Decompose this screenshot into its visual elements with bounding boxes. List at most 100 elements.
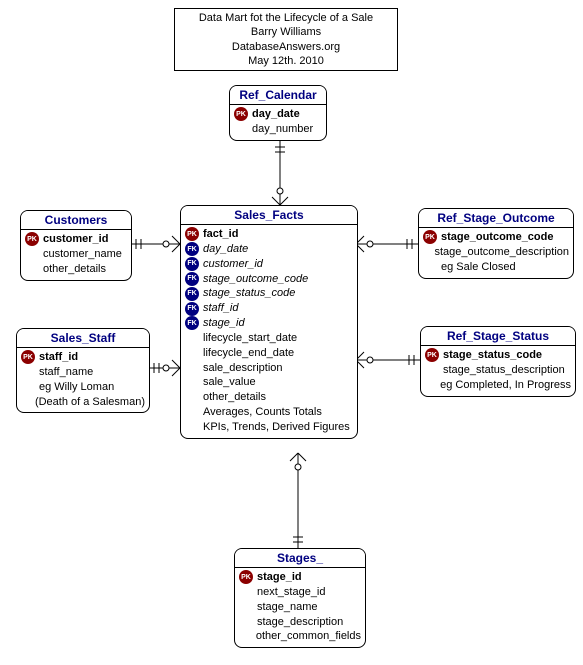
entity-header: Ref_Stage_Outcome (419, 209, 573, 228)
entity-row: eg Sale Closed (423, 260, 569, 275)
field-label: staff_id (203, 301, 238, 316)
title-line4: May 12th. 2010 (181, 54, 391, 68)
field-label: sale_description (203, 361, 283, 376)
entity-row: other_details (185, 390, 353, 405)
entity-body: PKstaff_idstaff_nameeg Willy Loman(Death… (17, 348, 149, 412)
pk-icon: PK (21, 350, 35, 364)
entity-row: PK day_date (234, 107, 322, 122)
fk-icon: FK (185, 257, 199, 271)
entity-row: PK customer_id (25, 232, 127, 247)
entity-row: day_number (234, 122, 322, 137)
entity-row: stage_name (239, 600, 361, 615)
entity-row: PK fact_id (185, 227, 353, 242)
field-label: KPIs, Trends, Derived Figures (203, 420, 350, 435)
title-line2: Barry Williams (181, 25, 391, 39)
entity-header: Customers (21, 211, 131, 230)
entity-row: stage_description (239, 615, 361, 630)
entity-ref_stage_status: Ref_Stage_Status PK stage_status_codestage… (420, 326, 576, 397)
entity-row: sale_description (185, 361, 353, 376)
entity-row: FK stage_status_code (185, 286, 353, 301)
entity-header: Ref_Stage_Status (421, 327, 575, 346)
entity-row: FK customer_id (185, 257, 353, 272)
entity-row: Averages, Counts Totals (185, 405, 353, 420)
field-label: sale_value (203, 375, 256, 390)
fk-icon: FK (185, 287, 199, 301)
entity-row: next_stage_id (239, 585, 361, 600)
entity-row: stage_outcome_description (423, 245, 569, 260)
field-label: stage_status_description (443, 363, 565, 378)
field-label: eg Completed, In Progress (440, 378, 571, 393)
field-label: customer_id (43, 232, 108, 247)
pk-icon: PK (239, 570, 253, 584)
field-label: (Death of a Salesman) (35, 395, 145, 410)
field-label: stage_outcome_code (441, 230, 553, 245)
entity-row: KPIs, Trends, Derived Figures (185, 420, 353, 435)
entity-stages: Stages_ PK stage_idnext_stage_idstage_name… (234, 548, 366, 648)
pk-icon: PK (185, 227, 199, 241)
field-label: stage_outcome_code (203, 272, 308, 287)
entity-header: Ref_Calendar (230, 86, 326, 105)
fk-icon: FK (185, 242, 199, 256)
entity-row: stage_status_description (425, 363, 571, 378)
entity-row: eg Completed, In Progress (425, 378, 571, 393)
field-label: day_number (252, 122, 313, 137)
entity-row: PK stage_outcome_code (423, 230, 569, 245)
field-label: other_common_fields (256, 629, 361, 644)
fk-icon: FK (185, 272, 199, 286)
entity-row: lifecycle_start_date (185, 331, 353, 346)
entity-row: customer_name (25, 247, 127, 262)
entity-body: PK stage_outcome_codestage_outcome_descri… (419, 228, 573, 278)
entity-row: lifecycle_end_date (185, 346, 353, 361)
pk-icon: PK (234, 107, 248, 121)
entity-row: PKstaff_id (21, 350, 145, 365)
field-label: stage_status_code (203, 286, 295, 301)
entity-row: staff_name (21, 365, 145, 380)
entity-sales_staff: Sales_StaffPKstaff_idstaff_nameeg Willy … (16, 328, 150, 413)
entity-row: (Death of a Salesman) (21, 395, 145, 410)
fk-icon: FK (185, 316, 199, 330)
field-label: customer_id (203, 257, 263, 272)
pk-icon: PK (25, 232, 39, 246)
field-label: day_date (203, 242, 248, 257)
entity-body: PK customer_idcustomer_nameother_details (21, 230, 131, 280)
field-label: fact_id (203, 227, 238, 242)
field-label: eg Sale Closed (441, 260, 516, 275)
field-label: Averages, Counts Totals (203, 405, 322, 420)
entity-row: PK stage_id (239, 570, 361, 585)
field-label: eg Willy Loman (39, 380, 114, 395)
field-label: day_date (252, 107, 300, 122)
entity-row: FK staff_id (185, 301, 353, 316)
field-label: stage_name (257, 600, 318, 615)
field-label: other_details (43, 262, 106, 277)
entity-body: PK fact_id FK day_date FK customer_id FK stage_… (181, 225, 357, 438)
entity-body: PK stage_idnext_stage_idstage_namestage_d… (235, 568, 365, 647)
entity-ref_stage_outcome: Ref_Stage_Outcome PK stage_outcome_codesta… (418, 208, 574, 279)
entity-row: FK day_date (185, 242, 353, 257)
entity-row: PK stage_status_code (425, 348, 571, 363)
title-line1: Data Mart fot the Lifecycle of a Sale (181, 11, 391, 25)
entity-row: other_common_fields (239, 629, 361, 644)
entity-customers: Customers PK customer_idcustomer_nameother… (20, 210, 132, 281)
entity-body: PK day_dateday_number (230, 105, 326, 140)
field-label: stage_status_code (443, 348, 542, 363)
field-label: staff_name (39, 365, 93, 380)
title-box: Data Mart fot the Lifecycle of a Sale Ba… (174, 8, 398, 71)
entity-row: FK stage_id (185, 316, 353, 331)
entity-row: FK stage_outcome_code (185, 272, 353, 287)
entity-header: Sales_Facts (181, 206, 357, 225)
entity-ref_calendar: Ref_Calendar PK day_dateday_number (229, 85, 327, 141)
pk-icon: PK (423, 230, 437, 244)
title-line3: DatabaseAnswers.org (181, 40, 391, 54)
pk-icon: PK (425, 348, 439, 362)
entity-header: Stages_ (235, 549, 365, 568)
field-label: other_details (203, 390, 266, 405)
entity-sales_facts: Sales_Facts PK fact_id FK day_date FK customer… (180, 205, 358, 439)
fk-icon: FK (185, 302, 199, 316)
entity-row: other_details (25, 262, 127, 277)
field-label: stage_id (203, 316, 245, 331)
field-label: lifecycle_end_date (203, 346, 294, 361)
field-label: stage_outcome_description (434, 245, 569, 260)
field-label: next_stage_id (257, 585, 326, 600)
field-label: stage_id (257, 570, 302, 585)
field-label: lifecycle_start_date (203, 331, 297, 346)
